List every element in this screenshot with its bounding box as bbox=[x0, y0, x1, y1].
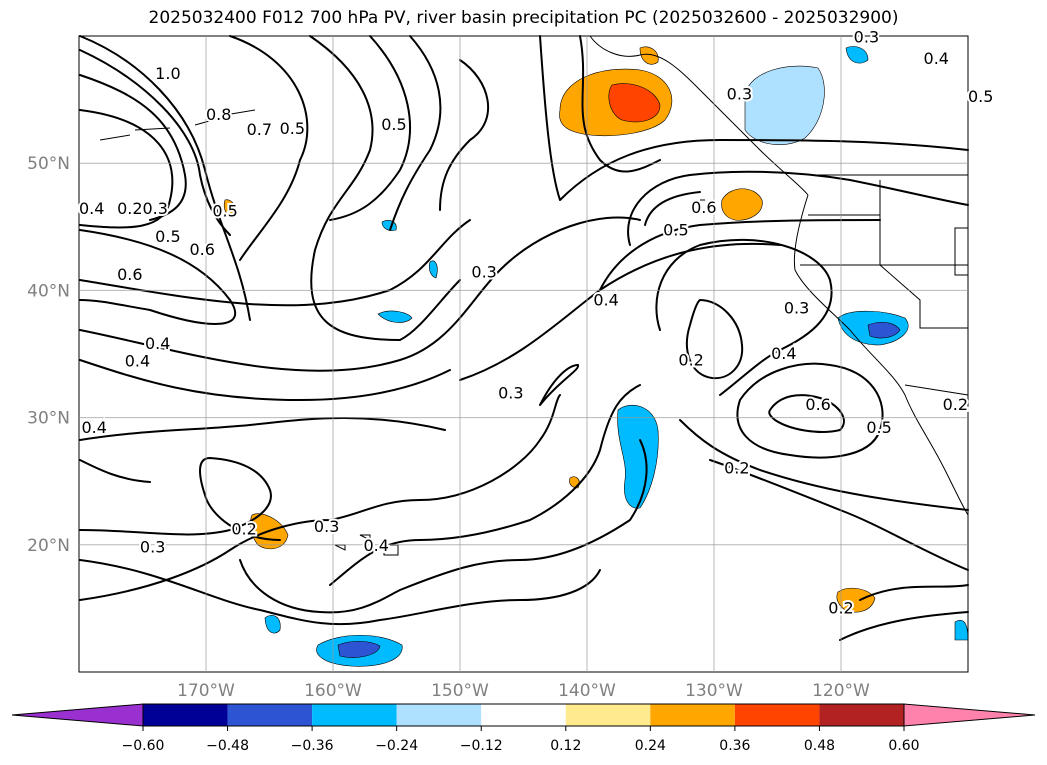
contour-label: 0.3 bbox=[142, 199, 167, 218]
contour-label: 0.4 bbox=[145, 334, 170, 353]
colorbar-tick-label: −0.36 bbox=[291, 738, 334, 754]
colorbar-tick-label: 0.60 bbox=[888, 738, 919, 754]
precip-anomaly-area bbox=[377, 310, 413, 323]
colorbar-tick-label: −0.24 bbox=[375, 738, 418, 754]
pv-contours bbox=[79, 35, 969, 641]
colorbar-segment bbox=[227, 704, 313, 726]
precip-anomaly-area bbox=[617, 404, 659, 509]
contour-label: 0.5 bbox=[280, 119, 305, 138]
contour-label: 0.4 bbox=[82, 418, 107, 437]
map-frame bbox=[78, 35, 969, 673]
precip-anomaly-area bbox=[337, 641, 381, 658]
contour-label: 0.2 bbox=[231, 520, 256, 539]
contour-label: 0.6 bbox=[805, 395, 830, 414]
contour-label: 0.2 bbox=[678, 350, 703, 369]
contour-label: 0.6 bbox=[117, 265, 142, 284]
colorbar-segment bbox=[396, 704, 482, 726]
colorbar-segment bbox=[565, 704, 651, 726]
contour-label: 0.2 bbox=[724, 459, 749, 478]
contour-label: 0.3 bbox=[854, 27, 879, 46]
contour-label: 0.3 bbox=[784, 298, 809, 317]
contour-label: 0.5 bbox=[663, 221, 688, 240]
colorbar-segment bbox=[312, 704, 397, 726]
precip-anomaly-area bbox=[223, 199, 236, 217]
lon-tick-label: 140°W bbox=[558, 681, 616, 700]
colorbar-tick-label: 0.36 bbox=[719, 738, 750, 754]
colorbar-segment bbox=[143, 704, 228, 726]
lon-tick-label: 160°W bbox=[304, 681, 362, 700]
contour-label: 0.5 bbox=[155, 227, 180, 246]
colorbar-tick-label: 0.24 bbox=[635, 738, 666, 754]
precip-anomaly-area bbox=[954, 620, 969, 641]
contour-label: 0.4 bbox=[593, 291, 618, 310]
precip-anomaly-area bbox=[381, 220, 397, 231]
lon-tick-label: 150°W bbox=[431, 681, 489, 700]
precip-anomaly-area bbox=[744, 65, 825, 145]
precip-anomaly-area bbox=[721, 188, 763, 221]
colorbar-segments: −0.60 −0.48 −0.36 −0.24 −0.12 0.12 0.24 0.36 0.4… bbox=[11, 703, 1036, 754]
colorbar-segment bbox=[819, 704, 904, 726]
contour-label: 0.8 bbox=[206, 105, 231, 124]
colorbar-segment bbox=[481, 704, 566, 726]
map-axes: 170°W 160°W 150°W 140°W 130°W 120°W 50°N 40°N 30… bbox=[27, 154, 870, 700]
colorbar-frame bbox=[142, 703, 905, 727]
precipitation-anomaly-shading bbox=[223, 46, 969, 667]
lon-tick-label: 120°W bbox=[812, 681, 870, 700]
contour-label: 0.6 bbox=[189, 240, 214, 259]
contour-label: 0.7 bbox=[247, 120, 272, 139]
contour-label: 0.2 bbox=[117, 199, 142, 218]
precip-anomaly-area bbox=[845, 46, 869, 64]
precip-anomaly-area bbox=[867, 321, 901, 339]
colorbar-tick-label: 0.48 bbox=[804, 738, 835, 754]
colorbar-tick-label: −0.48 bbox=[206, 738, 249, 754]
contour-label: 0.3 bbox=[140, 537, 165, 556]
colorbar-tick-label: −0.12 bbox=[460, 738, 503, 754]
colorbar-under-arrow bbox=[11, 703, 144, 727]
contour-label: 0.4 bbox=[79, 199, 104, 218]
precip-anomaly-area bbox=[836, 587, 876, 613]
map-title: 2025032400 F012 700 hPa PV, river basin … bbox=[148, 8, 899, 28]
colorbar-tick-label: −0.60 bbox=[122, 738, 165, 754]
pv-precipitation-map: 1.00.80.7 0.5 0.50.4 0.2 0.30.50.50.60.60.40… bbox=[27, 25, 995, 700]
lat-tick-label: 20°N bbox=[27, 536, 70, 556]
contour-label: 0.3 bbox=[727, 85, 752, 104]
contour-labels: 1.00.80.7 0.5 0.50.4 0.2 0.30.50.50.60.60.40… bbox=[77, 25, 995, 619]
precip-anomaly-area bbox=[264, 615, 281, 634]
contour-label: 0.6 bbox=[691, 198, 716, 217]
contour-label: 0.5 bbox=[381, 115, 406, 134]
graticule bbox=[79, 36, 968, 672]
contour-label: 0.3 bbox=[498, 384, 523, 403]
contour-label: 0.4 bbox=[363, 536, 388, 555]
precip-anomaly-area bbox=[608, 83, 661, 123]
contour-label: 0.2 bbox=[943, 395, 968, 414]
contour-label: 0.4 bbox=[924, 49, 949, 68]
contour-label: 0.3 bbox=[314, 517, 339, 536]
colorbar-over-arrow bbox=[903, 703, 1036, 727]
precip-anomaly-area bbox=[639, 46, 659, 65]
contour-label: 0.4 bbox=[125, 352, 150, 371]
contour-label: 0.2 bbox=[828, 598, 853, 617]
contour-label: 0.3 bbox=[471, 263, 496, 282]
contour-label: 1.0 bbox=[155, 64, 180, 83]
colorbar-segment bbox=[650, 704, 735, 726]
lat-tick-label: 30°N bbox=[27, 409, 70, 429]
colorbar-tick-label: 0.12 bbox=[550, 738, 581, 754]
lon-tick-label: 170°W bbox=[177, 681, 235, 700]
contour-label: 0.4 bbox=[771, 344, 796, 363]
contour-label: 0.5 bbox=[968, 87, 993, 106]
colorbar-segment bbox=[734, 704, 820, 726]
contour-label: 0.5 bbox=[212, 202, 237, 221]
precip-anomaly-area bbox=[428, 260, 438, 279]
lat-tick-label: 40°N bbox=[27, 281, 70, 301]
lon-tick-label: 130°W bbox=[685, 681, 743, 700]
contour-label: 0.5 bbox=[866, 418, 891, 437]
lat-tick-label: 50°N bbox=[27, 154, 70, 174]
